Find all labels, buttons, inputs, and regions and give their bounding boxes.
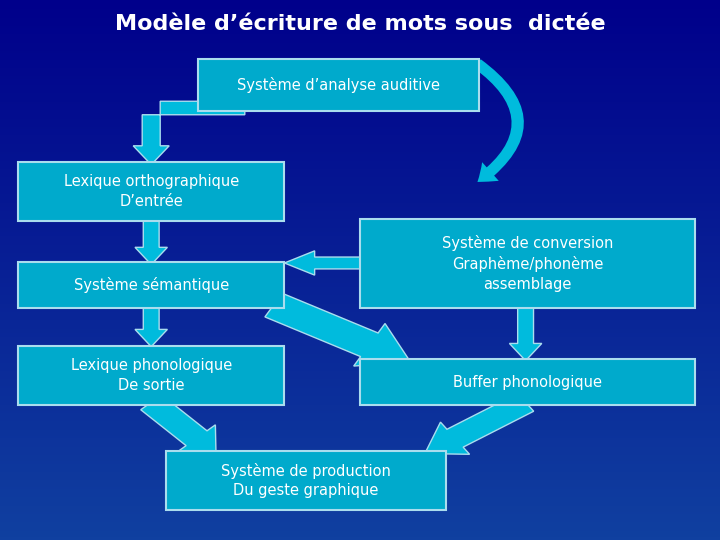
FancyBboxPatch shape <box>198 59 479 111</box>
FancyArrowPatch shape <box>474 59 524 182</box>
FancyBboxPatch shape <box>18 346 284 405</box>
Polygon shape <box>425 393 534 454</box>
Polygon shape <box>284 251 364 275</box>
Polygon shape <box>133 102 245 165</box>
Text: Système d’analyse auditive: Système d’analyse auditive <box>237 77 440 93</box>
Text: Système sémantique: Système sémantique <box>73 277 229 293</box>
Text: Modèle d’écriture de mots sous  dictée: Modèle d’écriture de mots sous dictée <box>114 14 606 35</box>
Text: Lexique phonologique
De sortie: Lexique phonologique De sortie <box>71 358 232 393</box>
FancyBboxPatch shape <box>360 219 695 308</box>
Polygon shape <box>135 305 167 347</box>
Text: Système de conversion
Graphème/phonème
assemblage: Système de conversion Graphème/phonème a… <box>441 235 613 292</box>
FancyBboxPatch shape <box>360 359 695 405</box>
FancyBboxPatch shape <box>18 162 284 221</box>
Polygon shape <box>510 305 541 361</box>
FancyBboxPatch shape <box>18 262 284 308</box>
FancyBboxPatch shape <box>166 451 446 510</box>
Text: Buffer phonologique: Buffer phonologique <box>453 375 602 389</box>
Polygon shape <box>265 293 410 366</box>
Polygon shape <box>140 395 216 454</box>
Text: Lexique orthographique
D’entrée: Lexique orthographique D’entrée <box>63 174 239 209</box>
Text: Système de production
Du geste graphique: Système de production Du geste graphique <box>221 463 391 498</box>
Polygon shape <box>135 219 167 265</box>
